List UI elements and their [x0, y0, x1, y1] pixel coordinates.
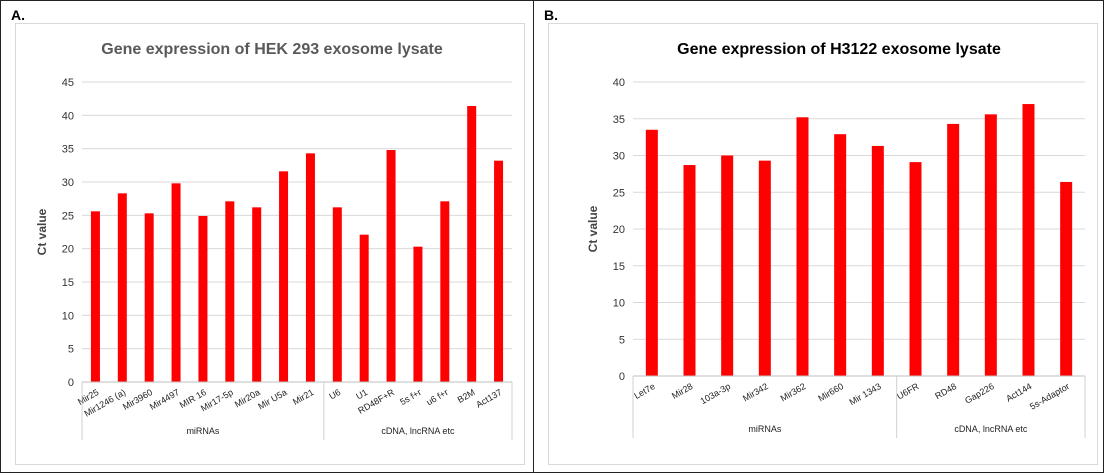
bar	[90, 211, 100, 382]
chart-h3122: Gene expression of H3122 exosome lysate 0…	[586, 41, 1086, 438]
bar	[279, 171, 289, 382]
y-tick-label: 10	[62, 310, 74, 322]
y-tick-label: 30	[62, 177, 74, 189]
y-tick-label: 45	[62, 77, 74, 89]
x-tick-label: Mir660	[816, 381, 845, 403]
chart-frame-h3122: Gene expression of H3122 exosome lysate 0…	[548, 23, 1098, 465]
bar	[252, 207, 262, 382]
y-tick-label: 30	[613, 151, 625, 163]
chart-title: Gene expression of H3122 exosome lysate	[677, 41, 1001, 58]
y-tick-label: 40	[613, 77, 625, 89]
x-tick-label: Mir21	[291, 387, 315, 407]
bar	[721, 155, 734, 376]
bar	[305, 153, 315, 382]
bar	[645, 129, 658, 376]
x-tick-label: Mir362	[779, 381, 808, 403]
group-label: cDNA, lncRNA etc	[954, 424, 1028, 434]
y-tick-label: 15	[613, 261, 625, 273]
x-tick-label: Act137	[474, 387, 503, 410]
y-tick-label: 5	[619, 334, 625, 346]
y-tick-label: 0	[619, 371, 625, 383]
y-tick-label: 5	[68, 344, 74, 356]
y-tick-label: 35	[613, 114, 625, 126]
group-label: miRNAs	[186, 426, 219, 436]
bar	[144, 213, 154, 382]
y-tick-label: 20	[613, 224, 625, 236]
x-tick-label: RD48	[933, 381, 958, 401]
bar	[359, 234, 369, 382]
x-tick-label: 5s f+r	[398, 387, 423, 407]
y-tick-label: 40	[62, 110, 74, 122]
y-axis-label: Ct value	[586, 205, 600, 252]
x-tick-label: U6FR	[895, 381, 921, 402]
bar	[440, 201, 450, 382]
x-tick-label: 103a-3p	[699, 381, 733, 406]
bar	[984, 114, 997, 376]
bar	[871, 145, 884, 376]
bar	[683, 165, 696, 376]
x-tick-label: Act144	[1004, 381, 1033, 404]
bar	[1022, 104, 1035, 377]
x-tick-label: U6	[327, 387, 342, 401]
y-tick-label: 25	[613, 187, 625, 199]
x-tick-label: Gap226	[963, 381, 996, 406]
chart-hek293: Gene expression of HEK 293 exosome lysat…	[35, 41, 513, 440]
bar	[225, 201, 235, 382]
y-tick-label: 20	[62, 244, 74, 256]
bar	[834, 134, 847, 376]
y-axis-label: Ct value	[35, 208, 49, 255]
bar	[947, 123, 960, 377]
panel-a: A. Gene expression of HEK 293 exosome ly…	[0, 0, 534, 473]
x-tick-label: Mir4497	[148, 387, 181, 412]
x-tick-label: Mir28	[670, 381, 694, 401]
x-tick-label: Mir3960	[121, 387, 154, 412]
x-tick-label: u6 f+r	[425, 387, 450, 407]
y-tick-label: 15	[62, 277, 74, 289]
x-tick-label: 5s-Adaptor	[1028, 381, 1071, 412]
panel-label-a: A.	[11, 7, 25, 23]
x-tick-label: Mir U5a	[256, 387, 288, 411]
chart-title: Gene expression of HEK 293 exosome lysat…	[101, 41, 443, 58]
y-tick-label: 10	[613, 298, 625, 310]
y-tick-label: 35	[62, 144, 74, 156]
bar	[332, 207, 342, 382]
bar	[494, 160, 504, 382]
group-label: miRNAs	[748, 424, 781, 434]
bar	[909, 162, 922, 376]
bar	[198, 216, 208, 382]
bar	[117, 193, 127, 382]
x-tick-label: U1	[354, 387, 369, 401]
panel-label-b: B.	[544, 7, 558, 23]
bar	[1060, 181, 1073, 376]
chart-frame-hek293: Gene expression of HEK 293 exosome lysat…	[15, 23, 525, 465]
bar	[758, 160, 771, 376]
x-tick-label: Mir 1343	[848, 381, 883, 407]
x-tick-label: Let7e	[632, 381, 657, 401]
bar	[386, 150, 396, 382]
group-label: cDNA, lncRNA etc	[381, 426, 455, 436]
bar	[171, 183, 181, 382]
panel-b: B. Gene expression of H3122 exosome lysa…	[533, 0, 1104, 473]
bar	[796, 117, 809, 376]
bar	[467, 106, 477, 382]
x-tick-label: Mir342	[741, 381, 770, 403]
x-tick-label: B2M	[456, 387, 477, 405]
bar	[413, 246, 423, 382]
y-tick-label: 0	[68, 377, 74, 389]
y-tick-label: 25	[62, 210, 74, 222]
